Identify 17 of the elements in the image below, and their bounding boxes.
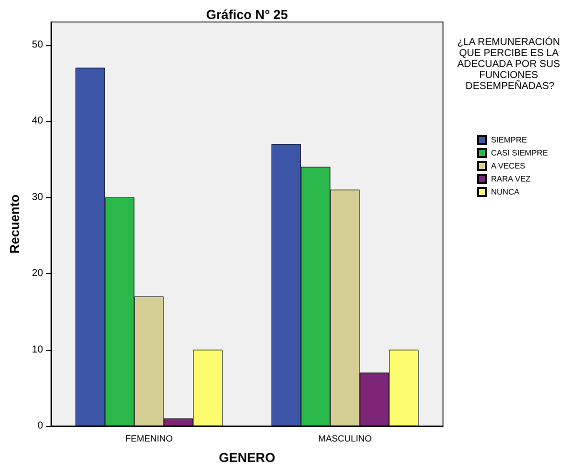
y-tick-label: 40: [32, 116, 44, 127]
chart-title: Gráfico N° 25: [206, 7, 288, 22]
y-axis-title: Recuento: [7, 194, 22, 254]
legend-label: A VECES: [491, 162, 526, 170]
legend-label: RARA VEZ: [491, 174, 531, 184]
y-tick-label: 50: [32, 39, 44, 50]
x-axis-title: GENERO: [218, 450, 276, 465]
x-tick-label: MASCULINO: [318, 434, 372, 444]
x-tick-label: FEMENINO: [125, 434, 173, 444]
y-tick-label: 20: [32, 268, 44, 280]
y-tick-label: 10: [32, 344, 44, 356]
legend-label: NUNCA: [491, 188, 520, 196]
legend-title: ¿LA REMUNERACIÓN QUE PERCIBE ES LA ADECUADA POR SUS FUNCIONES DESEMPEÑADAS?: [457, 36, 563, 92]
y-tick-label: 30: [32, 192, 44, 203]
legend-label: SIEMPRE: [491, 136, 528, 144]
legend-label: CASI SIEMPRE: [491, 148, 548, 158]
y-tick-label: 0: [37, 420, 44, 432]
